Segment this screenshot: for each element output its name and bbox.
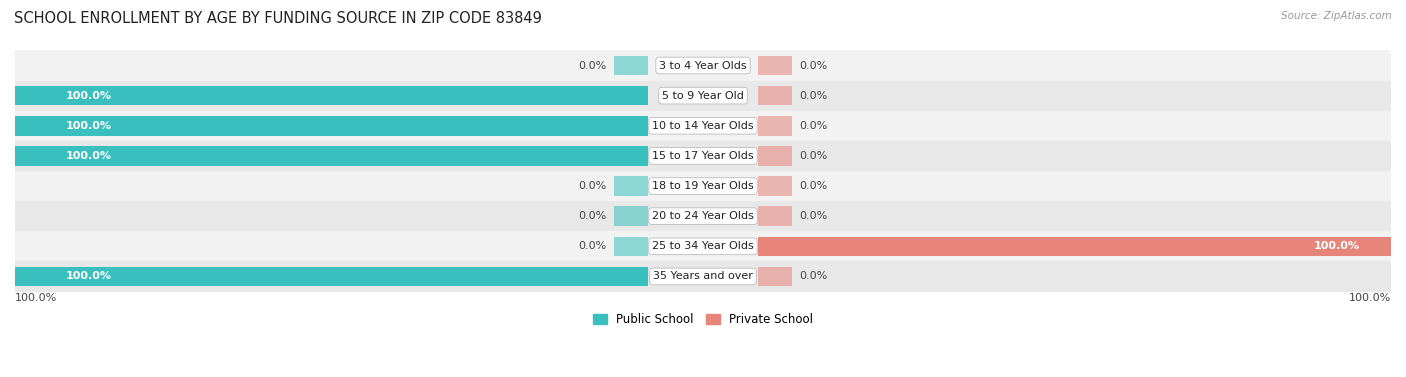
Bar [15,231,1391,261]
Text: 35 Years and over: 35 Years and over [652,271,754,282]
Bar [15,261,1391,291]
Bar [15,81,1391,111]
Text: 5 to 9 Year Old: 5 to 9 Year Old [662,90,744,101]
Bar [758,86,793,106]
Bar [15,146,648,166]
Text: 18 to 19 Year Olds: 18 to 19 Year Olds [652,181,754,191]
Text: 15 to 17 Year Olds: 15 to 17 Year Olds [652,151,754,161]
Text: 0.0%: 0.0% [800,271,828,282]
Text: 10 to 14 Year Olds: 10 to 14 Year Olds [652,121,754,131]
Bar [613,206,648,226]
Text: 100.0%: 100.0% [66,151,111,161]
Bar [15,141,1391,171]
Bar [15,201,1391,231]
Text: Source: ZipAtlas.com: Source: ZipAtlas.com [1281,11,1392,21]
Text: 25 to 34 Year Olds: 25 to 34 Year Olds [652,241,754,251]
Text: 20 to 24 Year Olds: 20 to 24 Year Olds [652,211,754,221]
Text: 0.0%: 0.0% [578,181,606,191]
Bar [613,236,648,256]
Text: 100.0%: 100.0% [66,271,111,282]
Text: 0.0%: 0.0% [800,121,828,131]
Bar [613,56,648,75]
Bar [758,176,793,196]
Text: 100.0%: 100.0% [66,121,111,131]
Text: 0.0%: 0.0% [800,181,828,191]
Text: 100.0%: 100.0% [1348,293,1391,303]
Text: 100.0%: 100.0% [66,90,111,101]
Legend: Public School, Private School: Public School, Private School [588,309,818,331]
Bar [758,56,793,75]
Bar [15,51,1391,81]
Bar [15,86,648,106]
Text: 0.0%: 0.0% [578,241,606,251]
Bar [758,146,793,166]
Bar [758,236,1391,256]
Bar [758,206,793,226]
Text: 0.0%: 0.0% [800,90,828,101]
Bar [758,267,793,286]
Text: 100.0%: 100.0% [1313,241,1360,251]
Bar [758,116,793,136]
Text: 0.0%: 0.0% [578,211,606,221]
Text: SCHOOL ENROLLMENT BY AGE BY FUNDING SOURCE IN ZIP CODE 83849: SCHOOL ENROLLMENT BY AGE BY FUNDING SOUR… [14,11,541,26]
Text: 0.0%: 0.0% [800,211,828,221]
Bar [15,116,648,136]
Text: 3 to 4 Year Olds: 3 to 4 Year Olds [659,60,747,70]
Text: 0.0%: 0.0% [800,60,828,70]
Bar [15,111,1391,141]
Text: 0.0%: 0.0% [800,151,828,161]
Text: 0.0%: 0.0% [578,60,606,70]
Bar [613,176,648,196]
Text: 100.0%: 100.0% [15,293,58,303]
Bar [15,171,1391,201]
Bar [15,267,648,286]
